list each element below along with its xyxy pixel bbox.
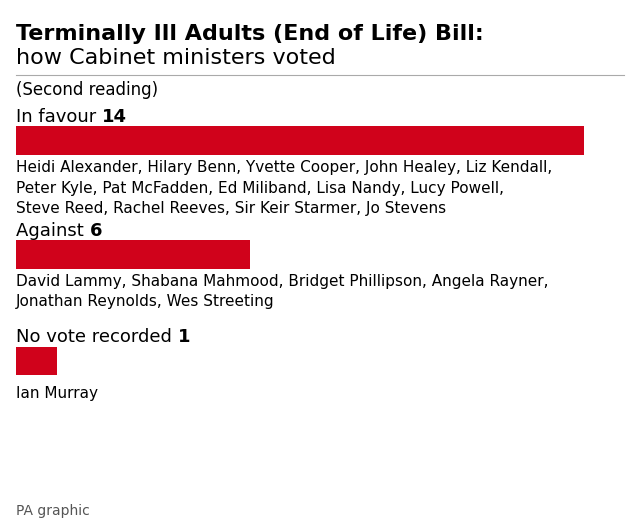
Text: Against: Against: [16, 222, 90, 239]
Text: No vote recorded: No vote recorded: [16, 328, 178, 346]
Text: (Second reading): (Second reading): [16, 81, 158, 99]
Text: Heidi Alexander, Hilary Benn, Yvette Cooper, John Healey, Liz Kendall,
Peter Kyl: Heidi Alexander, Hilary Benn, Yvette Coo…: [16, 160, 552, 216]
Text: Terminally Ill Adults (End of Life) Bill:: Terminally Ill Adults (End of Life) Bill…: [16, 24, 484, 44]
Text: how Cabinet ministers voted: how Cabinet ministers voted: [16, 48, 336, 68]
Text: David Lammy, Shabana Mahmood, Bridget Phillipson, Angela Rayner,
Jonathan Reynol: David Lammy, Shabana Mahmood, Bridget Ph…: [16, 274, 548, 309]
Text: 6: 6: [90, 222, 102, 239]
Text: In favour: In favour: [16, 108, 102, 125]
Text: Ian Murray: Ian Murray: [16, 386, 98, 401]
Text: 14: 14: [102, 108, 127, 125]
Text: 1: 1: [178, 328, 190, 346]
Text: PA graphic: PA graphic: [16, 504, 90, 518]
